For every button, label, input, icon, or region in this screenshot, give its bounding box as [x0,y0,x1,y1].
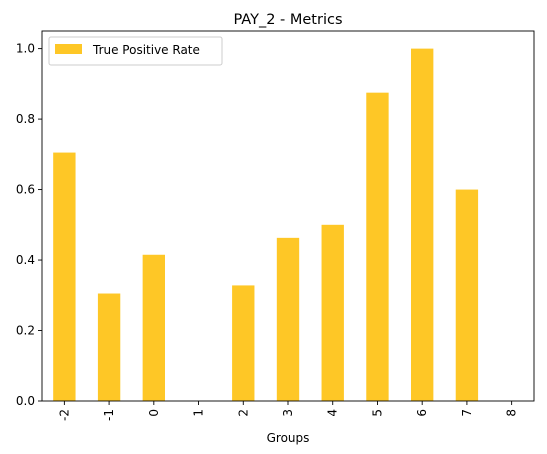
bar--1 [97,293,121,401]
plot-frame [41,30,535,402]
x-tick-label: 1 [192,409,206,417]
x-tick-label: 3 [281,409,295,417]
legend: True Positive Rate [48,36,223,66]
bar-2 [232,285,255,401]
y-tick-label: 0.4 [16,253,35,267]
x-tick-label: 8 [505,409,519,417]
bars-group [53,48,479,402]
x-tick-label: 7 [460,409,474,417]
legend-box [48,36,223,66]
x-tick-label: 6 [415,409,429,417]
bar-0 [142,254,165,401]
y-tick-label: 0.2 [16,324,35,338]
bar-5 [366,92,389,402]
bar-6 [411,48,434,401]
bar-7 [455,189,479,401]
y-tick-label: 0.6 [16,183,35,197]
x-axis: -2 -1 0 1 2 3 4 5 6 7 8 [57,401,519,421]
bar--2 [53,152,76,401]
y-tick-label: 1.0 [16,42,35,56]
x-tick-label: 0 [147,409,161,417]
bar-3 [276,237,300,401]
x-tick-label: -2 [57,409,71,421]
x-tick-label: 5 [370,409,384,417]
x-tick-label: 4 [326,409,340,417]
x-tick-label: -1 [102,409,116,421]
legend-label: True Positive Rate [92,43,200,57]
y-axis: 0.0 0.2 0.4 0.6 0.8 1.0 [16,42,42,408]
chart-title: PAY_2 - Metrics [233,12,342,28]
y-tick-label: 0.0 [16,394,35,408]
bar-4 [321,224,344,401]
x-axis-title: Groups [267,431,310,445]
x-tick-label: 2 [236,409,250,417]
legend-swatch [55,44,82,54]
y-tick-label: 0.8 [16,112,35,126]
